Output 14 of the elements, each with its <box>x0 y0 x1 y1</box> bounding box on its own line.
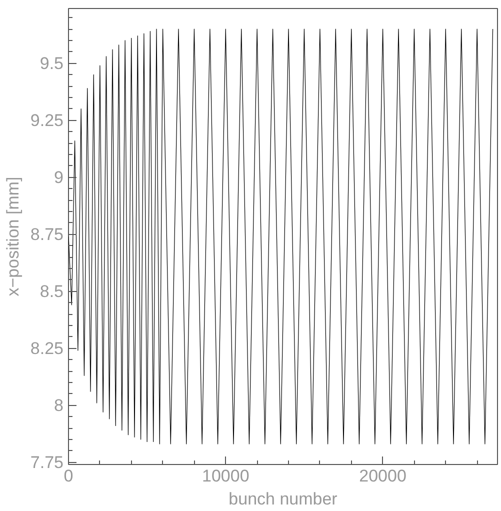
y-tick-label: 7.75 <box>30 453 64 472</box>
y-tick-label: 8.5 <box>40 282 64 302</box>
x-tick-label: 10000 <box>202 466 250 486</box>
y-tick-label: 9.25 <box>30 111 64 130</box>
x-tick-label: 0 <box>64 466 74 486</box>
line-series <box>68 28 494 444</box>
y-tick-label: 8 <box>54 396 64 416</box>
x-axis-title: bunch number <box>228 490 338 508</box>
y-axis-title: x−position [mm] <box>3 176 22 296</box>
y-tick-label: 9.5 <box>40 54 64 74</box>
x-tick-label: 20000 <box>359 466 406 486</box>
y-tick-label: 8.75 <box>30 225 64 244</box>
y-tick-label: 8.25 <box>30 339 64 358</box>
y-tick-label: 9 <box>54 168 64 188</box>
